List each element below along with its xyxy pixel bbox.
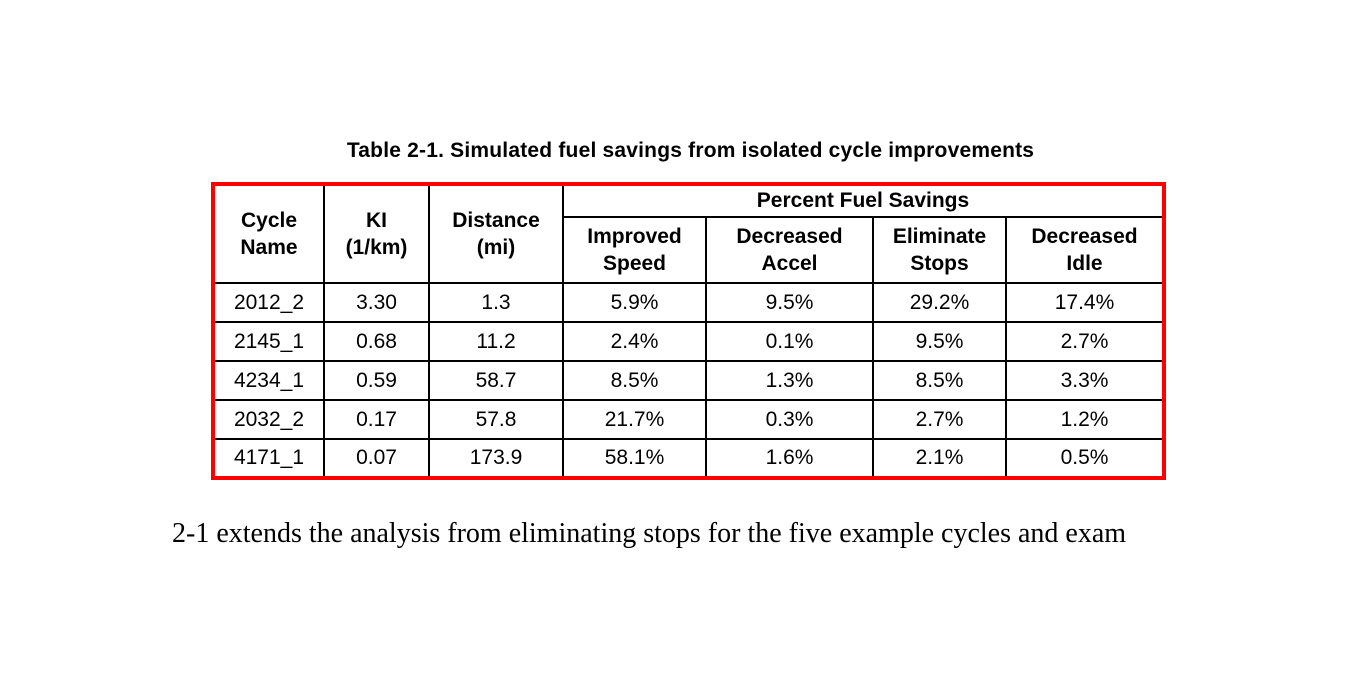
cell-improved-speed: 21.7% — [562, 399, 707, 440]
column-header-decreased-idle: Decreased Idle — [1005, 216, 1165, 284]
column-header-decreased-accel: Decreased Accel — [705, 216, 874, 284]
cell-distance: 173.9 — [428, 438, 564, 479]
cell-decreased-idle: 0.5% — [1005, 438, 1165, 479]
table-row: 4234_1 0.59 58.7 8.5% 1.3% 8.5% 3.3% — [212, 360, 1165, 401]
cell-distance: 11.2 — [428, 321, 564, 362]
fuel-savings-table: Cycle Name KI (1/km) Distance (mi) Perce… — [211, 182, 1166, 480]
cell-decreased-idle: 1.2% — [1005, 399, 1165, 440]
cell-ki: 3.30 — [323, 282, 430, 323]
cell-improved-speed: 5.9% — [562, 282, 707, 323]
cell-ki: 0.68 — [323, 321, 430, 362]
cell-decreased-accel: 0.3% — [705, 399, 874, 440]
table-row: 2032_2 0.17 57.8 21.7% 0.3% 2.7% 1.2% — [212, 399, 1165, 440]
cell-distance: 1.3 — [428, 282, 564, 323]
cell-decreased-accel: 1.3% — [705, 360, 874, 401]
table-caption: Table 2-1. Simulated fuel savings from i… — [346, 139, 1035, 162]
cell-ki: 0.59 — [323, 360, 430, 401]
column-header-cycle-name: Cycle Name — [212, 183, 325, 284]
cell-ki: 0.07 — [323, 438, 430, 479]
cell-cycle-name: 2032_2 — [212, 399, 325, 440]
column-header-distance: Distance (mi) — [428, 183, 564, 284]
cell-ki: 0.17 — [323, 399, 430, 440]
cell-decreased-accel: 0.1% — [705, 321, 874, 362]
group-header-percent-fuel-savings: Percent Fuel Savings — [562, 183, 1165, 218]
cell-cycle-name: 4234_1 — [212, 360, 325, 401]
table-row: 2145_1 0.68 11.2 2.4% 0.1% 9.5% 2.7% — [212, 321, 1165, 362]
cell-decreased-accel: 9.5% — [705, 282, 874, 323]
body-paragraph-fragment: 2-1 extends the analysis from eliminatin… — [172, 518, 1127, 549]
fuel-savings-table-container: Cycle Name KI (1/km) Distance (mi) Perce… — [211, 182, 1166, 480]
cell-decreased-idle: 3.3% — [1005, 360, 1165, 401]
cell-decreased-idle: 2.7% — [1005, 321, 1165, 362]
cell-improved-speed: 2.4% — [562, 321, 707, 362]
cell-cycle-name: 2145_1 — [212, 321, 325, 362]
table-header-row-sub: Improved Speed Decreased Accel Eliminate… — [213, 216, 1165, 284]
cell-decreased-idle: 17.4% — [1005, 282, 1165, 323]
table-row: 2012_2 3.30 1.3 5.9% 9.5% 29.2% 17.4% — [212, 282, 1165, 323]
cell-decreased-accel: 1.6% — [705, 438, 874, 479]
column-header-improved-speed: Improved Speed — [562, 216, 707, 284]
cell-eliminate-stops: 9.5% — [872, 321, 1007, 362]
cell-cycle-name: 4171_1 — [212, 438, 325, 479]
cell-cycle-name: 2012_2 — [212, 282, 325, 323]
cell-eliminate-stops: 8.5% — [872, 360, 1007, 401]
cell-improved-speed: 58.1% — [562, 438, 707, 479]
table-header-row-group: Cycle Name KI (1/km) Distance (mi) Perce… — [212, 183, 1165, 284]
cell-eliminate-stops: 2.1% — [872, 438, 1007, 479]
table-row: 4171_1 0.07 173.9 58.1% 1.6% 2.1% 0.5% — [212, 438, 1165, 479]
cell-improved-speed: 8.5% — [562, 360, 707, 401]
cell-distance: 57.8 — [428, 399, 564, 440]
column-header-eliminate-stops: Eliminate Stops — [872, 216, 1007, 284]
column-header-ki: KI (1/km) — [323, 183, 430, 284]
cell-eliminate-stops: 29.2% — [872, 282, 1007, 323]
cell-eliminate-stops: 2.7% — [872, 399, 1007, 440]
cell-distance: 58.7 — [428, 360, 564, 401]
